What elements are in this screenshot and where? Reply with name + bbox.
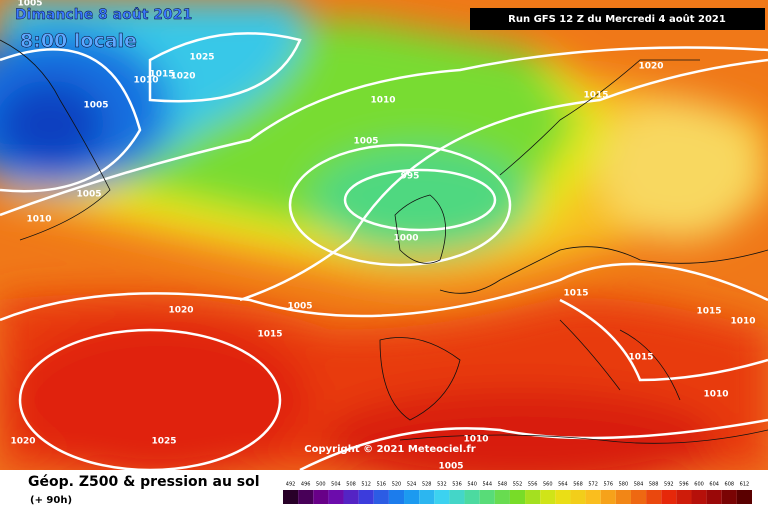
isobar-label: 1005 [353, 137, 378, 147]
scale-swatch [600, 490, 616, 504]
copyright: Copyright © 2021 Meteociel.fr [304, 444, 475, 455]
scale-swatch [479, 490, 495, 504]
isobar-label: 1025 [151, 437, 176, 447]
scale-label: 516 [377, 482, 387, 488]
scale-swatch [283, 490, 299, 504]
isobar-label: 1020 [168, 306, 193, 316]
scale-label: 592 [664, 482, 674, 488]
isobar-label: 1005 [83, 101, 108, 111]
scale-label: 584 [634, 482, 644, 488]
time-label: 8:00 locale [20, 30, 137, 52]
scale-label: 492 [286, 482, 296, 488]
isobar-label: 1015 [149, 70, 174, 80]
scale-label: 556 [528, 482, 538, 488]
run-box [470, 8, 765, 30]
scale-swatch [525, 490, 541, 504]
isobar-label: 1015 [628, 353, 653, 363]
scale-swatch [419, 490, 435, 504]
scale-swatch [494, 490, 510, 504]
scale-label: 608 [725, 482, 735, 488]
scale-swatch [449, 490, 465, 504]
isobar-label: 1010 [463, 435, 488, 445]
isobar-label: 1010 [133, 76, 158, 86]
isobar-lines [0, 32, 768, 470]
isobar-label: 1015 [257, 330, 282, 340]
scale-swatch [570, 490, 586, 504]
scale-swatch [736, 490, 752, 504]
coastlines [0, 39, 768, 444]
scale-label: 496 [301, 482, 311, 488]
scale-swatch [404, 490, 420, 504]
scale-swatch [555, 490, 571, 504]
isobar-label: 1005 [76, 190, 101, 200]
scale-label: 544 [482, 482, 492, 488]
scale-swatch [721, 490, 737, 504]
scale-label: 564 [558, 482, 568, 488]
scale-label: 536 [452, 482, 462, 488]
scale-label: 612 [740, 482, 750, 488]
scale-swatch [646, 490, 662, 504]
scale-swatch [540, 490, 556, 504]
scale-label: 604 [709, 482, 719, 488]
scale-swatch [509, 490, 526, 504]
isobar-label: 1020 [10, 437, 35, 447]
isobar-label: 1015 [563, 289, 588, 299]
scale-swatch [691, 490, 707, 504]
isobar-label: 1010 [703, 390, 728, 400]
scale-swatch [434, 490, 450, 504]
isobar-label: 1010 [730, 317, 755, 327]
scale-swatch [343, 490, 359, 504]
isobar-label: 1005 [287, 302, 312, 312]
date-label: Dimanche 8 août 2021 [15, 7, 192, 23]
scale-swatch [388, 490, 405, 504]
scale-swatch [464, 490, 480, 504]
scale-swatch [313, 490, 329, 504]
scale-label: 576 [604, 482, 614, 488]
scale-swatch [373, 490, 389, 504]
scale-swatch [661, 490, 677, 504]
footer-title: Géop. Z500 & pression au sol [28, 474, 260, 490]
scale-label: 588 [649, 482, 659, 488]
isobar-label: 1025 [189, 53, 214, 63]
scale-label: 504 [331, 482, 341, 488]
isobar-label: 1020 [170, 72, 195, 82]
scale-label: 520 [392, 482, 402, 488]
scale-label: 500 [316, 482, 326, 488]
scale-label: 548 [498, 482, 508, 488]
scale-label: 600 [694, 482, 704, 488]
scale-swatch [358, 490, 374, 504]
isobar-label: 995 [401, 172, 420, 182]
isobar-label: 1015 [583, 91, 608, 101]
scale-swatch [676, 490, 692, 504]
isobar-label: 1010 [26, 215, 51, 225]
scale-label: 532 [437, 482, 447, 488]
scale-label: 572 [588, 482, 598, 488]
scale-label: 580 [619, 482, 629, 488]
scale-swatch [615, 490, 631, 504]
scale-label: 552 [513, 482, 523, 488]
run-label: Run GFS 12 Z du Mercredi 4 août 2021 [508, 13, 726, 25]
scale-label: 512 [361, 482, 371, 488]
scale-swatch [328, 490, 344, 504]
scale-swatch [706, 490, 722, 504]
isobar-label: 1005 [17, 0, 42, 9]
scale-label: 568 [573, 482, 583, 488]
scale-swatch [585, 490, 601, 504]
scale-label: 508 [346, 482, 356, 488]
scale-swatch [298, 490, 314, 504]
footer-lead: (+ 90h) [30, 495, 72, 506]
scale-label: 528 [422, 482, 432, 488]
scale-label: 560 [543, 482, 553, 488]
scale-label: 596 [679, 482, 689, 488]
isobar-label: 1005 [438, 462, 463, 472]
isobar-label: 1020 [638, 62, 663, 72]
isobar-label: 1000 [393, 234, 418, 244]
scale-label: 524 [407, 482, 417, 488]
scale-label: 540 [467, 482, 477, 488]
field [0, 0, 768, 470]
isobar-label: 1010 [370, 96, 395, 106]
scale-swatch [630, 490, 647, 504]
isobar-label: 1015 [696, 307, 721, 317]
